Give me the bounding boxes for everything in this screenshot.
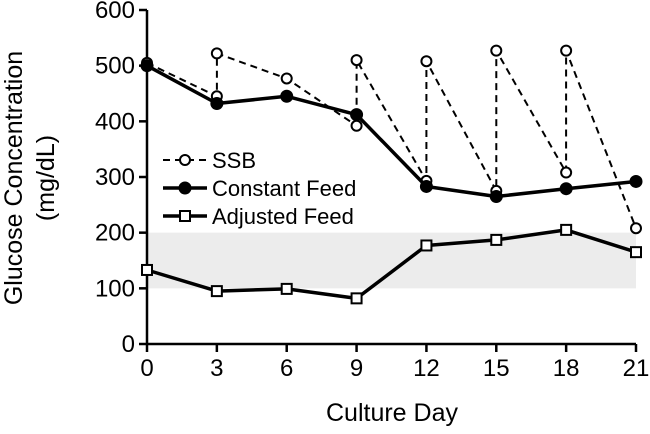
x-tick-label: 18 — [553, 355, 580, 382]
legend-label-ssb: SSB — [212, 148, 256, 173]
data-point-constant-feed — [629, 174, 643, 188]
x-tick-label: 15 — [483, 355, 510, 382]
legend: SSB Constant Feed Adjusted Feed — [163, 148, 356, 229]
x-tick-label: 0 — [140, 355, 153, 382]
data-point-adjusted-feed — [630, 246, 642, 259]
data-point-constant-feed — [140, 59, 154, 73]
y-tick-label: 300 — [95, 164, 135, 191]
data-point-ssb — [490, 44, 503, 57]
data-point-adjusted-feed — [210, 285, 223, 298]
data-point-ssb — [560, 166, 573, 179]
data-point-ssb — [560, 44, 573, 57]
legend-marker-adjusted-feed — [179, 210, 191, 222]
data-point-adjusted-feed — [350, 292, 363, 305]
data-point-adjusted-feed — [420, 239, 433, 252]
x-tick-label: 6 — [280, 355, 293, 382]
data-point-constant-feed — [350, 108, 364, 122]
y-axis-unit: (mg/dL) — [32, 135, 60, 221]
y-tick-label: 500 — [95, 53, 135, 80]
series-constant-feed — [140, 59, 643, 203]
series-layer — [140, 44, 643, 305]
y-tick-label: 400 — [95, 108, 135, 135]
legend-label-adjusted-feed: Adjusted Feed — [212, 204, 354, 229]
legend-marker-ssb — [179, 154, 191, 166]
x-axis-title: Culture Day — [326, 399, 458, 427]
data-point-ssb — [350, 54, 363, 67]
data-point-constant-feed — [489, 189, 503, 203]
data-point-ssb — [350, 119, 363, 132]
y-axis-title: Glucose Concentration — [0, 51, 28, 305]
data-point-adjusted-feed — [141, 263, 153, 276]
series-line-constant-feed — [146, 64, 637, 199]
data-point-constant-feed — [210, 97, 224, 111]
y-tick-label: 100 — [95, 275, 135, 302]
target-range-band — [147, 232, 636, 289]
data-point-constant-feed — [559, 182, 573, 196]
data-point-adjusted-feed — [280, 282, 293, 295]
legend-label-constant-feed: Constant Feed — [212, 176, 356, 201]
axes: 0 100 200 300 400 500 600 0 3 6 9 12 15 18 21 — [95, 0, 649, 382]
data-point-ssb — [280, 72, 293, 85]
y-tick-label: 600 — [95, 0, 135, 24]
target-band-layer — [147, 232, 636, 289]
data-point-constant-feed — [280, 89, 294, 103]
legend-marker-constant-feed — [178, 181, 192, 195]
series-line-ssb — [146, 49, 637, 229]
x-tick-label: 12 — [413, 355, 440, 382]
y-tick-label: 0 — [122, 331, 135, 358]
data-point-ssb — [420, 55, 433, 68]
data-point-adjusted-feed — [560, 223, 573, 236]
data-point-ssb — [630, 222, 642, 235]
x-tick-label: 21 — [623, 355, 650, 382]
data-point-constant-feed — [419, 179, 433, 193]
data-point-ssb — [210, 47, 223, 60]
series-adjusted-feed — [141, 223, 642, 305]
x-tick-label: 9 — [350, 355, 363, 382]
data-point-adjusted-feed — [490, 233, 503, 246]
series-line-adjusted-feed — [146, 228, 637, 301]
x-tick-label: 3 — [210, 355, 223, 382]
y-tick-label: 200 — [95, 220, 135, 247]
